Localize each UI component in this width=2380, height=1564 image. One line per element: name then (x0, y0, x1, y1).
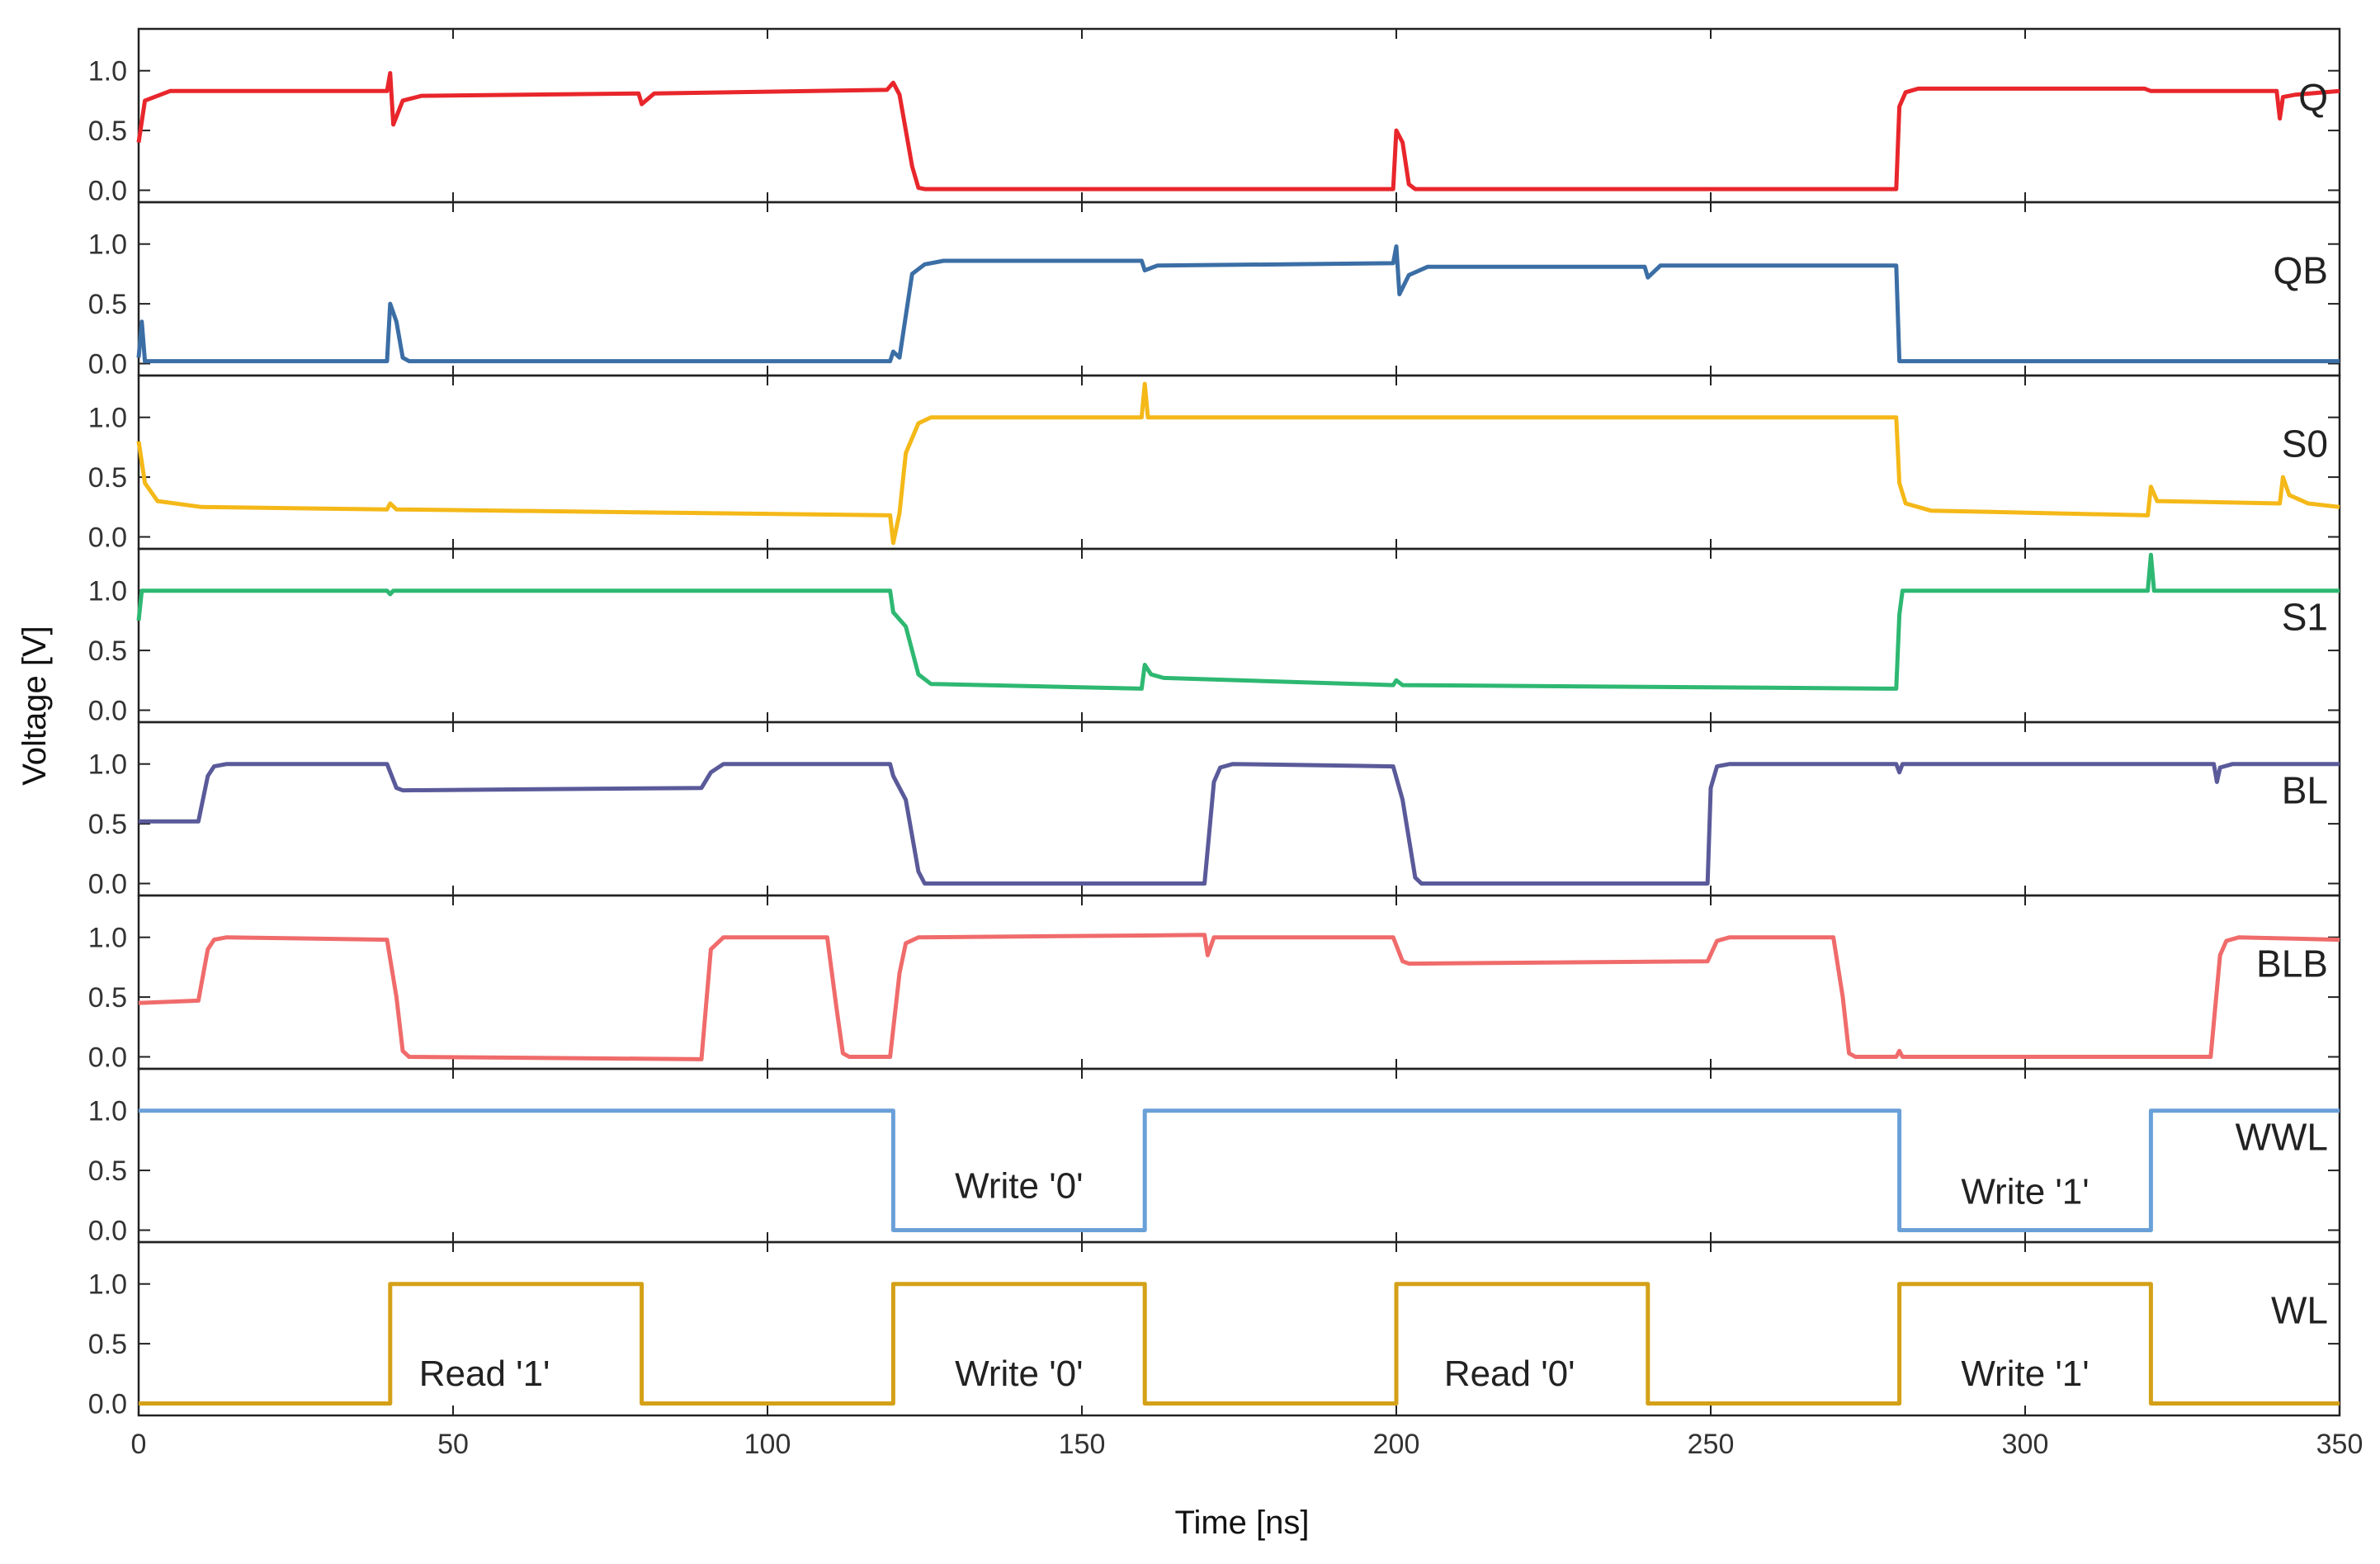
x-axis-title: Time [ns] (1175, 1505, 1310, 1541)
series-line-qb (136, 244, 2340, 364)
x-tick-label: 50 (437, 1429, 469, 1460)
annotation-label: Write '0' (955, 1354, 1083, 1394)
signal-label-wl: WL (2271, 1289, 2328, 1332)
y-tick-label: 1.0 (88, 1269, 127, 1301)
y-tick-label: 0.5 (88, 462, 127, 494)
series-line-wwl (139, 1108, 2340, 1232)
panel-frame (137, 894, 2341, 1070)
signal-label-q: Q (2298, 76, 2328, 119)
panel-wl: 0.0 0.5 1.0 WL (88, 1240, 2341, 1420)
y-axis-title: Voltage [V] (17, 626, 53, 785)
panel-frame (137, 374, 2341, 550)
series-line-s1 (136, 552, 2340, 691)
signal-label-s1: S1 (2282, 596, 2328, 639)
series-line-wl (139, 1282, 2340, 1406)
y-tick-label: 0.5 (88, 116, 127, 147)
panel-frame (137, 201, 2341, 377)
panel-frame (137, 547, 2341, 724)
y-tick-label: 0.0 (88, 522, 127, 554)
signal-label-qb: QB (2274, 249, 2328, 292)
y-tick-label: 1.0 (88, 229, 127, 261)
y-tick-label: 0.0 (88, 1042, 127, 1074)
y-tick-label: 0.0 (88, 696, 127, 727)
panel-qb: 0.0 0.5 1.0 QB (88, 201, 2341, 380)
panel-frame (137, 1067, 2341, 1244)
series-line-s0 (136, 381, 2340, 546)
y-tick-label: 1.0 (88, 749, 127, 781)
panel-frame (137, 721, 2341, 897)
y-tick-label: 0.5 (88, 982, 127, 1014)
y-tick-label: 0.5 (88, 1155, 127, 1187)
panel-frame (137, 1240, 2341, 1417)
series-line-bl (139, 762, 2340, 886)
y-tick-label: 0.0 (88, 349, 127, 380)
y-tick-label: 0.0 (88, 1216, 127, 1247)
y-tick-label: 0.5 (88, 809, 127, 840)
panel-q: 0.0 0.5 1.0 Q (88, 27, 2341, 207)
y-tick-label: 0.5 (88, 1329, 127, 1360)
y-tick-label: 0.0 (88, 176, 127, 207)
x-tick-label: 350 (2316, 1429, 2363, 1460)
signal-label-bl: BL (2282, 769, 2328, 812)
y-tick-label: 0.0 (88, 1389, 127, 1420)
plot-area: 0.0 0.5 1.0 Q 0.0 0.5 1.0 QB 0.0 0.5 1.0 S0 0.0 0.5 1.… (88, 27, 2341, 1420)
y-tick-label: 1.0 (88, 576, 127, 607)
panel-s1: 0.0 0.5 1.0 S1 (88, 547, 2341, 727)
annotation-label: Write '1' (1961, 1354, 2089, 1394)
panel-s0: 0.0 0.5 1.0 S0 (88, 374, 2341, 554)
y-tick-label: 0.0 (88, 869, 127, 900)
y-tick-label: 1.0 (88, 56, 127, 87)
x-tick-label: 250 (1688, 1429, 1735, 1460)
annotation-label: Write '1' (1961, 1172, 2089, 1212)
series-line-blb (138, 933, 2340, 1061)
panel-bl: 0.0 0.5 1.0 BL (88, 721, 2341, 900)
y-tick-label: 0.5 (88, 289, 127, 320)
panel-wwl: 0.0 0.5 1.0 WWL (88, 1067, 2341, 1247)
x-tick-label: 0 (131, 1429, 147, 1460)
x-tick-label: 200 (1373, 1429, 1420, 1460)
annotation-label: Read '0' (1444, 1354, 1575, 1394)
annotation-label: Write '0' (955, 1165, 1083, 1206)
x-tick-label: 300 (2002, 1429, 2049, 1460)
panel-blb: 0.0 0.5 1.0 BLB (88, 894, 2341, 1074)
x-tick-label: 100 (744, 1429, 791, 1460)
signal-label-wwl: WWL (2236, 1116, 2328, 1159)
y-tick-label: 1.0 (88, 403, 127, 434)
annotation-label: Read '1' (419, 1354, 550, 1394)
y-tick-label: 0.5 (88, 636, 127, 667)
signal-label-s0: S0 (2282, 423, 2328, 465)
y-tick-label: 1.0 (88, 923, 127, 954)
signal-label-blb: BLB (2256, 943, 2328, 985)
x-tick-label: 150 (1059, 1429, 1106, 1460)
series-line-q (136, 71, 2340, 191)
y-tick-label: 1.0 (88, 1096, 127, 1127)
panel-frame (137, 27, 2341, 204)
